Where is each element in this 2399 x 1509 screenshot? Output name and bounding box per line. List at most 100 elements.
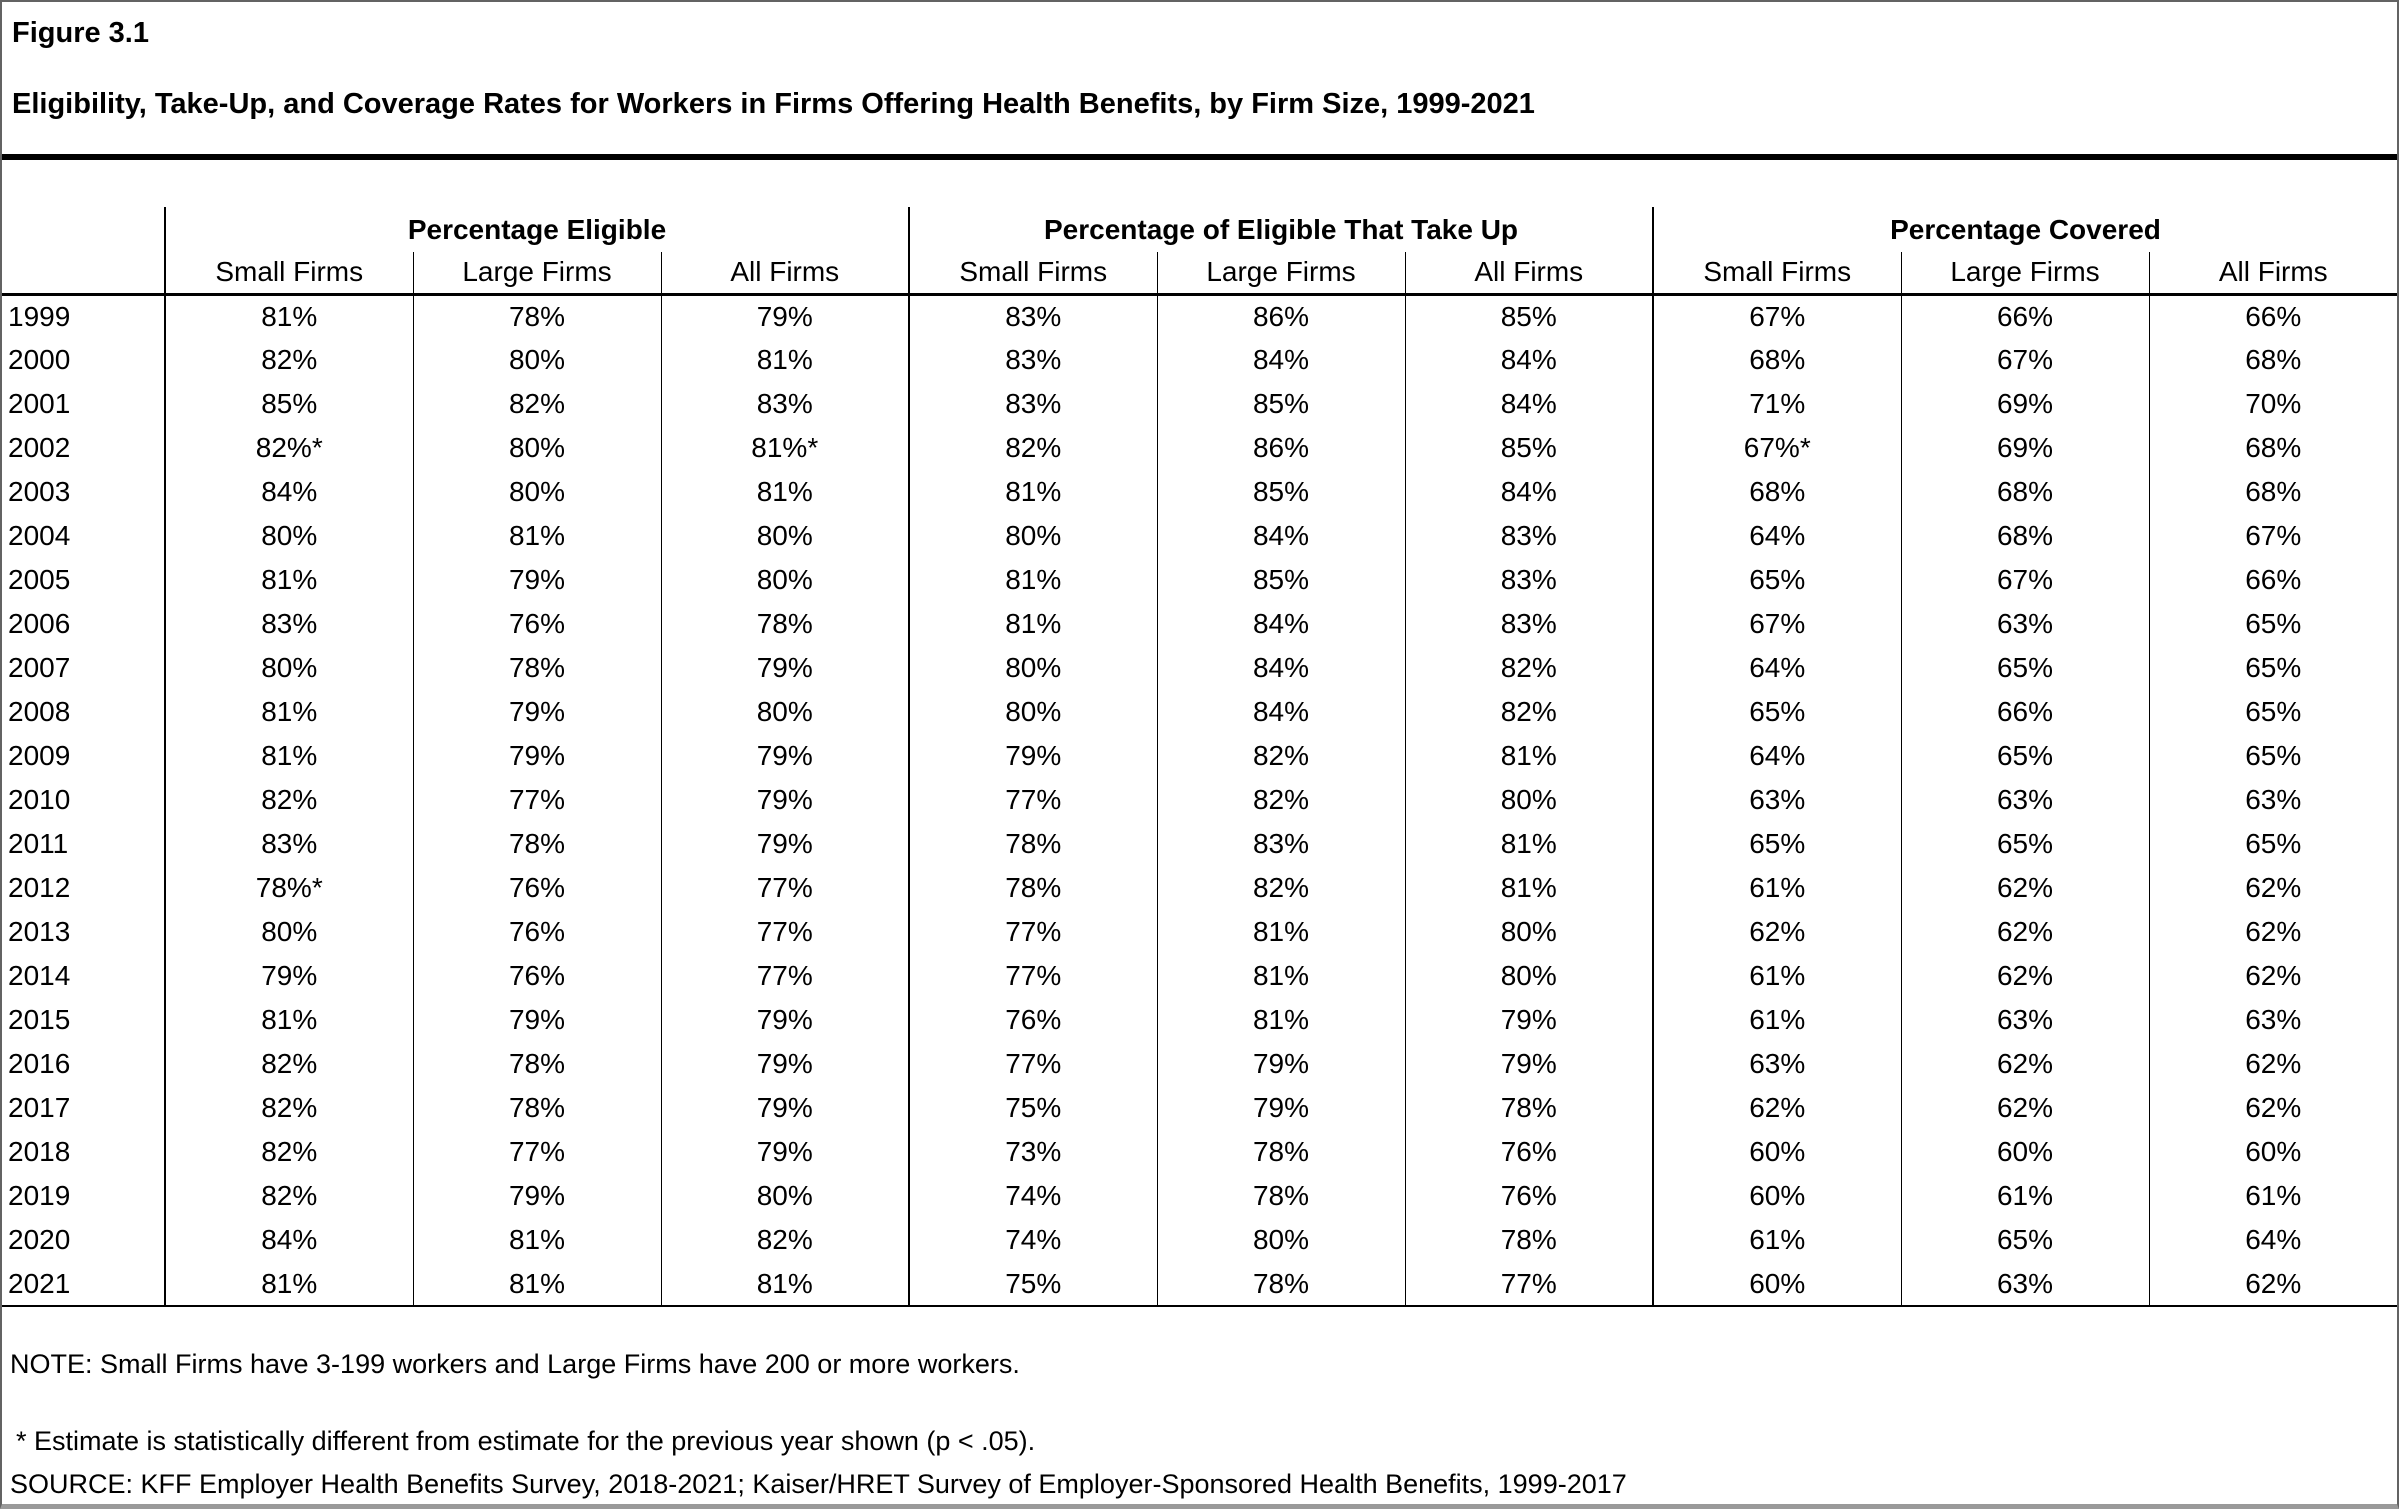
value-cell: 62%: [1900, 1042, 2149, 1086]
value-cell: 79%: [1156, 1042, 1405, 1086]
value-cell: 82%: [164, 1042, 413, 1086]
value-cell: 67%*: [1652, 426, 1901, 470]
value-cell: 82%: [1156, 734, 1405, 778]
value-cell: 60%: [2148, 1130, 2397, 1174]
value-cell: 79%: [412, 690, 661, 734]
table-row: 2012 78%* 76% 77% 78% 82% 81% 61% 62% 62%: [2, 866, 2397, 910]
value-cell: 80%: [1404, 778, 1653, 822]
table-row: 1999 81% 78% 79% 83% 86% 85% 67% 66% 66%: [2, 294, 2397, 338]
table-row: 2007 80% 78% 79% 80% 84% 82% 64% 65% 65%: [2, 646, 2397, 690]
value-cell: 65%: [1900, 646, 2149, 690]
value-cell: 61%: [1652, 1218, 1901, 1262]
value-cell: 76%: [1404, 1174, 1653, 1218]
value-cell: 68%: [2148, 338, 2397, 382]
value-cell: 66%: [2148, 294, 2397, 338]
title-divider: [2, 154, 2397, 160]
value-cell: 66%: [1900, 294, 2149, 338]
subheader-all-firms-eligible: All Firms: [660, 252, 909, 296]
value-cell: 78%*: [164, 866, 413, 910]
year-cell: 2018: [8, 1136, 71, 1167]
table-row: 2019 82% 79% 80% 74% 78% 76% 60% 61% 61%: [2, 1174, 2397, 1218]
value-cell: 74%: [908, 1218, 1157, 1262]
table-row: 2018 82% 77% 79% 73% 78% 76% 60% 60% 60%: [2, 1130, 2397, 1174]
subheader-large-firms-eligible: Large Firms: [412, 252, 661, 296]
subheader-all-firms-covered: All Firms: [2148, 252, 2397, 296]
subheader-row: Small Firms Large Firms All Firms Small …: [2, 252, 2397, 296]
value-cell: 82%: [1156, 866, 1405, 910]
value-cell: 65%: [1652, 558, 1901, 602]
value-cell: 82%: [908, 426, 1157, 470]
table-row: 2001 85% 82% 83% 83% 85% 84% 71% 69% 70%: [2, 382, 2397, 426]
value-cell: 62%: [1900, 954, 2149, 998]
footnotes: NOTE: Small Firms have 3-199 workers and…: [2, 1349, 2397, 1500]
table-row: 2021 81% 81% 81% 75% 78% 77% 60% 63% 62%: [2, 1262, 2397, 1307]
subheader-small-firms-covered: Small Firms: [1652, 252, 1901, 296]
table-row: 2000 82% 80% 81% 83% 84% 84% 68% 67% 68%: [2, 338, 2397, 382]
table-row: 2010 82% 77% 79% 77% 82% 80% 63% 63% 63%: [2, 778, 2397, 822]
value-cell: 78%: [412, 294, 661, 338]
value-cell: 80%: [1404, 910, 1653, 954]
value-cell: 81%: [660, 338, 909, 382]
value-cell: 62%: [2148, 866, 2397, 910]
value-cell: 79%: [660, 998, 909, 1042]
table-row: 2016 82% 78% 79% 77% 79% 79% 63% 62% 62%: [2, 1042, 2397, 1086]
figure-header: Figure 3.1 Eligibility, Take-Up, and Cov…: [2, 2, 2397, 121]
value-cell: 76%: [908, 998, 1157, 1042]
group-header-covered: Percentage Covered: [1652, 207, 2397, 252]
value-cell: 65%: [1900, 822, 2149, 866]
value-cell: 85%: [1156, 470, 1405, 514]
group-header-row: Percentage Eligible Percentage of Eligib…: [2, 207, 2397, 296]
table-row: 2020 84% 81% 82% 74% 80% 78% 61% 65% 64%: [2, 1218, 2397, 1262]
value-cell: 65%: [1900, 734, 2149, 778]
value-cell: 75%: [908, 1262, 1157, 1307]
value-cell: 60%: [1652, 1174, 1901, 1218]
value-cell: 80%: [908, 646, 1157, 690]
value-cell: 79%: [412, 734, 661, 778]
year-column-header: [2, 207, 165, 296]
value-cell: 79%: [1156, 1086, 1405, 1130]
value-cell: 80%: [660, 514, 909, 558]
value-cell: 77%: [412, 1130, 661, 1174]
table-row: 2015 81% 79% 79% 76% 81% 79% 61% 63% 63%: [2, 998, 2397, 1042]
value-cell: 62%: [2148, 1086, 2397, 1130]
value-cell: 81%: [412, 514, 661, 558]
value-cell: 62%: [1652, 1086, 1901, 1130]
value-cell: 65%: [2148, 602, 2397, 646]
value-cell: 67%: [1900, 338, 2149, 382]
value-cell: 76%: [412, 910, 661, 954]
value-cell: 81%: [1156, 998, 1405, 1042]
year-cell: 2001: [8, 388, 71, 419]
value-cell: 83%: [908, 294, 1157, 338]
value-cell: 78%: [412, 1086, 661, 1130]
value-cell: 78%: [660, 602, 909, 646]
value-cell: 79%: [1404, 1042, 1653, 1086]
value-cell: 77%: [1404, 1262, 1653, 1307]
value-cell: 62%: [2148, 1262, 2397, 1307]
table-row: 2017 82% 78% 79% 75% 79% 78% 62% 62% 62%: [2, 1086, 2397, 1130]
data-table: Percentage Eligible Percentage of Eligib…: [2, 207, 2397, 1307]
value-cell: 65%: [2148, 690, 2397, 734]
table-row: 2013 80% 76% 77% 77% 81% 80% 62% 62% 62%: [2, 910, 2397, 954]
value-cell: 81%: [660, 470, 909, 514]
value-cell: 62%: [1652, 910, 1901, 954]
value-cell: 84%: [1156, 338, 1405, 382]
value-cell: 78%: [412, 646, 661, 690]
value-cell: 65%: [1900, 1218, 2149, 1262]
value-cell: 75%: [908, 1086, 1157, 1130]
value-cell: 67%: [1652, 294, 1901, 338]
table-header: Percentage Eligible Percentage of Eligib…: [2, 207, 2397, 296]
value-cell: 61%: [1652, 954, 1901, 998]
value-cell: 68%: [1652, 338, 1901, 382]
table-row: 2005 81% 79% 80% 81% 85% 83% 65% 67% 66%: [2, 558, 2397, 602]
value-cell: 77%: [660, 910, 909, 954]
value-cell: 83%: [660, 382, 909, 426]
asterisk-note: * Estimate is statistically different fr…: [16, 1426, 1036, 1456]
table-row: 2011 83% 78% 79% 78% 83% 81% 65% 65% 65%: [2, 822, 2397, 866]
value-cell: 85%: [1404, 426, 1653, 470]
value-cell: 81%: [1156, 954, 1405, 998]
table-row: 2004 80% 81% 80% 80% 84% 83% 64% 68% 67%: [2, 514, 2397, 558]
year-cell: 2016: [8, 1048, 71, 1079]
value-cell: 77%: [660, 954, 909, 998]
value-cell: 82%: [164, 778, 413, 822]
value-cell: 63%: [2148, 998, 2397, 1042]
